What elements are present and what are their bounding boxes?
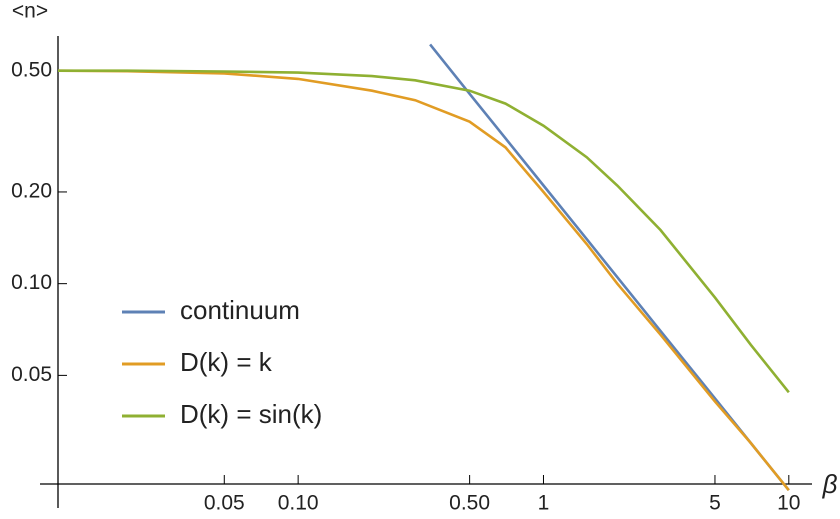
y-tick-label: 0.10 — [11, 271, 52, 294]
x-axis-label: β — [822, 469, 838, 499]
x-tick-label: 0.10 — [278, 492, 319, 514]
legend-label: D(k) = k — [180, 347, 273, 377]
legend-label: continuum — [180, 295, 300, 325]
y-tick-label: 0.20 — [11, 179, 52, 202]
y-tick-label: 0.50 — [11, 58, 52, 81]
y-tick-label: 0.05 — [11, 363, 52, 386]
x-tick-label: 10 — [777, 492, 800, 514]
line-series — [58, 69, 790, 394]
x-tick-label: 1 — [538, 492, 550, 514]
line-series — [57, 69, 790, 492]
x-tick-label: 5 — [709, 492, 721, 514]
x-tick-label: 0.05 — [204, 492, 245, 514]
legend-label: D(k) = sin(k) — [180, 399, 322, 429]
x-tick-label: 0.50 — [449, 492, 490, 514]
y-axis-label: <n> — [12, 0, 48, 23]
